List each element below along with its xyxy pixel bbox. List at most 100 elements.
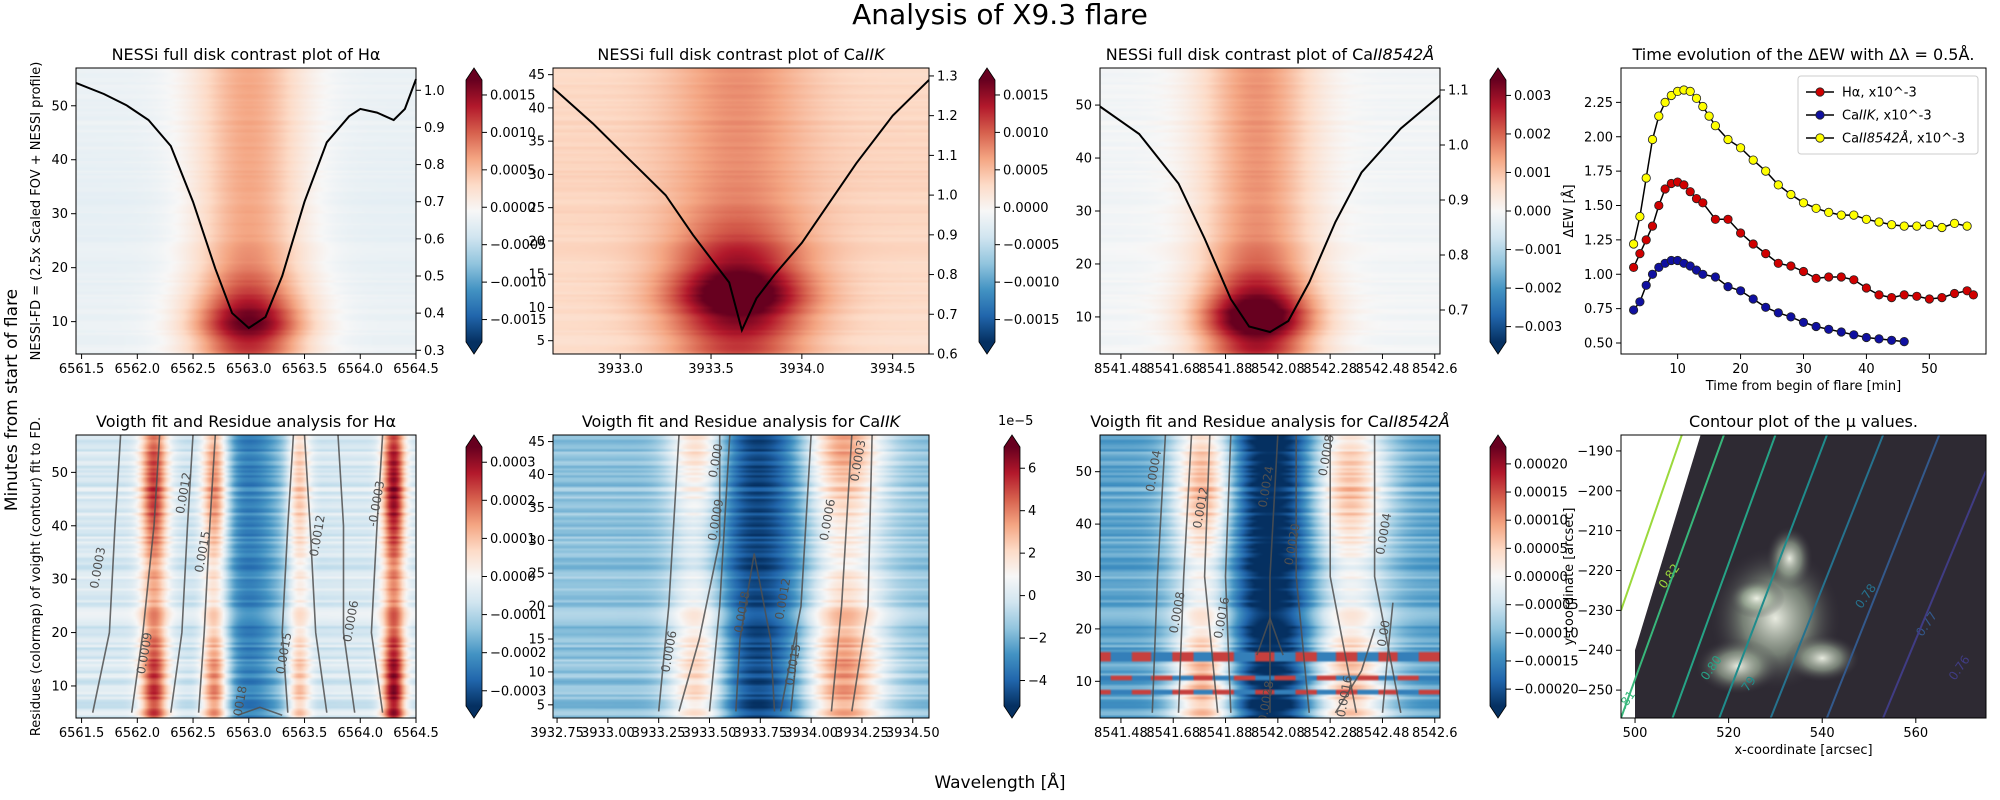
y-tick-label: 30 <box>51 573 68 588</box>
series-point <box>1887 335 1897 345</box>
series-point <box>1773 258 1783 268</box>
y-tick-label: 1.50 <box>1584 199 1613 214</box>
x-tick-label: 3933.75 <box>733 726 787 741</box>
series-point <box>1786 189 1796 200</box>
y-tick-label: 25 <box>528 201 545 216</box>
series-point <box>1698 269 1708 279</box>
y-tick-label: 10 <box>51 679 68 694</box>
line-profile <box>1099 94 1441 334</box>
y-tick-label: −230 <box>1577 604 1613 619</box>
y-tick-label: 35 <box>528 135 545 150</box>
twin-y-tick-label: 1.1 <box>937 149 958 164</box>
figure-title: Analysis of X9.3 flare <box>852 0 1148 31</box>
y-tick-label: 20 <box>51 261 68 276</box>
colorbar-tick-label: −0.0005 <box>490 238 546 253</box>
x-tick-label: 6563.5 <box>282 726 328 741</box>
x-tick-label: 6561.5 <box>59 726 105 741</box>
title-part: II8542Å <box>1389 412 1450 431</box>
series-point <box>1748 239 1758 249</box>
legend-box <box>1797 75 1979 155</box>
colorbar-extend-min <box>1004 706 1020 718</box>
heatmap-image <box>76 68 416 354</box>
colorbar-tick-label: 0.0010 <box>1003 126 1049 141</box>
x-tick-label: 8542.28 <box>1303 362 1357 377</box>
title-part: NESSi full disk contrast plot of Ca <box>597 45 864 64</box>
twin-y-tick-label: 0.7 <box>937 308 958 323</box>
series-point <box>1761 166 1771 176</box>
y-tick-label: 20 <box>1075 257 1092 272</box>
panel-residue-caiik: 0.0000.00060.00090.00120.00060.00030.001… <box>528 412 1047 741</box>
series-point <box>1949 288 1960 299</box>
series-point <box>1685 86 1695 97</box>
colorbar-tick-label: −0.00010 <box>1514 626 1579 641</box>
series-point <box>1654 262 1664 272</box>
legend-label-part: α <box>1852 86 1861 101</box>
colorbar-extend-min <box>979 342 995 354</box>
series-point <box>1899 221 1909 231</box>
colorbar-tick-label: −0.0010 <box>490 276 546 291</box>
series-point <box>1641 235 1651 245</box>
colorbar-extend-min <box>466 706 482 718</box>
axes-frame <box>552 67 930 355</box>
y-tick-label: 45 <box>528 435 545 450</box>
series-point <box>1937 222 1947 233</box>
colorbar-exponent: 1e−5 <box>998 414 1033 429</box>
twin-y-tick-label: 0.8 <box>937 268 958 283</box>
colorbar-tick-label: −0.00020 <box>1514 683 1579 698</box>
x-tick-label: 20 <box>1732 362 1749 377</box>
series-point <box>1899 336 1909 347</box>
twin-y-tick-label: 1.3 <box>937 69 958 84</box>
y-axis-label: Residues (colormap) of voight (contour) … <box>29 417 44 736</box>
axes-frame <box>75 67 417 355</box>
series-point <box>1691 93 1702 103</box>
contour-line <box>1381 602 1394 713</box>
contour-line <box>91 435 122 713</box>
x-tick-label: 3933.5 <box>688 362 734 377</box>
twin-y-tick-label: 0.5 <box>424 270 445 285</box>
y-axis-label: ΔEW [Å] <box>1561 184 1577 237</box>
series-point <box>1710 121 1721 131</box>
series-point <box>1874 217 1884 227</box>
colorbar-tick-label: 0.00010 <box>1514 514 1568 529</box>
twin-y-tick-label: 1.2 <box>937 109 958 124</box>
colorbar-tick-label: 0.0002 <box>490 494 536 509</box>
series-point <box>1635 211 1645 222</box>
x-tick-label: 6562.5 <box>170 362 216 377</box>
contour-line <box>1882 470 1986 718</box>
colorbar <box>466 80 482 342</box>
x-tick-label: 3934.25 <box>835 726 889 741</box>
contour-line <box>790 632 798 712</box>
flare-ribbon <box>1766 526 1813 591</box>
colorbar-tick-label: −0.0015 <box>490 313 546 328</box>
series-point <box>1748 294 1758 304</box>
colorbar-extend-max <box>1490 435 1506 447</box>
series-point <box>1685 261 1695 271</box>
y-tick-label: −240 <box>1577 644 1613 659</box>
series-point <box>1798 198 1809 208</box>
twin-y-tick-label: 0.6 <box>937 348 958 363</box>
y-tick-label: 40 <box>528 468 545 483</box>
x-tick-label: 30 <box>1795 362 1812 377</box>
legend-label-part: , x10^-3 <box>1909 132 1965 147</box>
colorbar-tick-label: −0.0003 <box>490 684 546 699</box>
contour-line <box>779 435 812 712</box>
series-point <box>1629 305 1639 315</box>
figure-ylabel: Minutes from start of flare <box>2 289 22 511</box>
y-axis-label: y-coordinate [arcsec] <box>1562 508 1577 646</box>
y-tick-label: 10 <box>1075 675 1092 690</box>
series-point <box>1962 286 1972 296</box>
colorbar-tick-label: −0.0001 <box>490 608 546 623</box>
contour-line <box>1334 628 1376 714</box>
x-tick-label: 560 <box>1903 726 1928 741</box>
x-tick-label: 8542.48 <box>1356 362 1410 377</box>
x-tick-label: 6562.0 <box>115 362 161 377</box>
colorbar-outline <box>465 67 483 355</box>
colorbar-tick-label: 0.0001 <box>490 532 536 547</box>
contour-line <box>657 435 680 712</box>
legend-marker <box>1815 110 1825 120</box>
series-point <box>1861 283 1872 293</box>
series-point <box>1736 286 1746 296</box>
x-tick-label: 6562.5 <box>170 726 216 741</box>
flare-ribbon <box>1728 578 1785 619</box>
contour-label: 0.000 <box>706 442 726 478</box>
